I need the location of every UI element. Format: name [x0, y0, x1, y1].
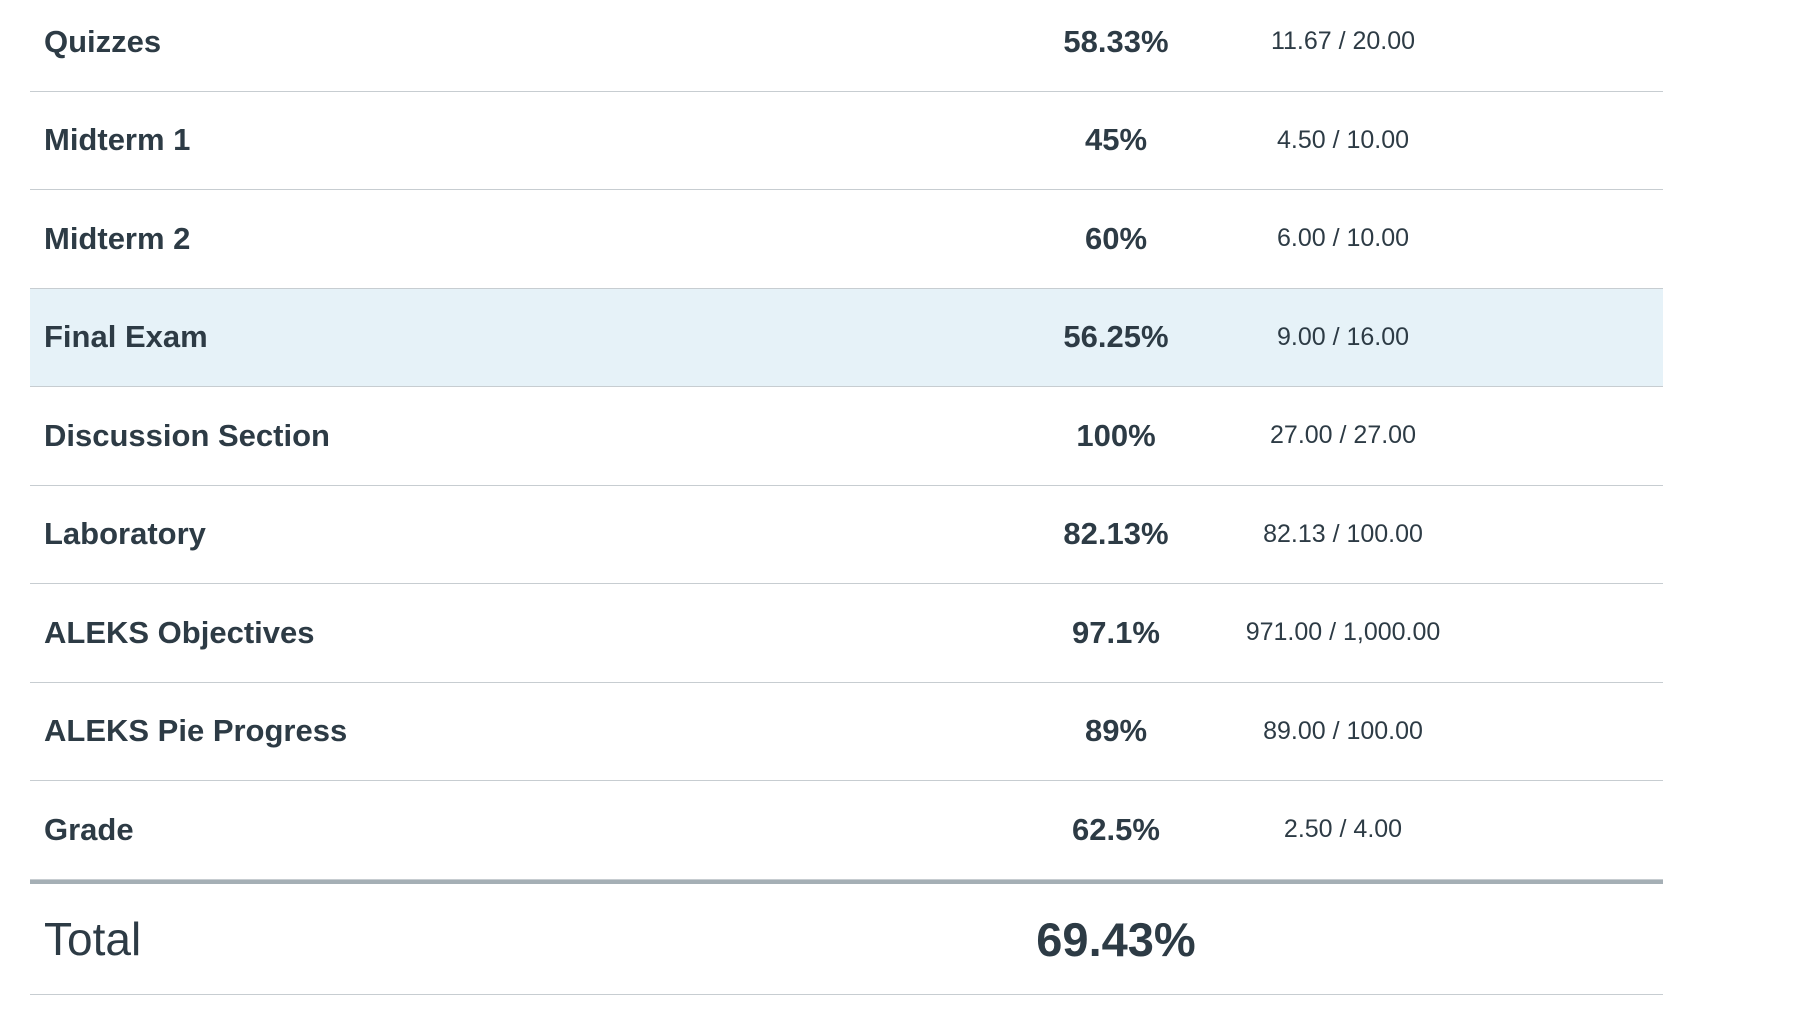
- points: 971.00 / 1,000.00: [1245, 618, 1441, 647]
- grade-row: Midterm 2 60% 6.00 / 10.00: [30, 190, 1663, 289]
- assignment-group: Discussion Section: [44, 417, 330, 453]
- grade-row: Discussion Section 100% 27.00 / 27.00: [30, 387, 1663, 486]
- points: 6.00 / 10.00: [1276, 224, 1410, 253]
- total-label: Total: [44, 913, 142, 965]
- assignment-group: Midterm 1: [44, 122, 191, 158]
- percentage: 97.1%: [1072, 614, 1160, 650]
- assignment-group: ALEKS Pie Progress: [44, 713, 348, 749]
- points: 89.00 / 100.00: [1263, 716, 1423, 745]
- points: 82.13 / 100.00: [1263, 519, 1423, 548]
- percentage: 58.33%: [1063, 23, 1169, 59]
- points: 9.00 / 16.00: [1276, 322, 1410, 351]
- points: 27.00 / 27.00: [1270, 421, 1416, 450]
- grade-row: Grade 62.5% 2.50 / 4.00: [30, 781, 1663, 880]
- assignment-group: ALEKS Objectives: [44, 614, 315, 650]
- percentage: 82.13%: [1063, 516, 1169, 552]
- assignment-group: Final Exam: [44, 319, 208, 355]
- percentage: 89%: [1084, 713, 1148, 749]
- assignment-group: Grade: [44, 811, 134, 847]
- grade-row: Laboratory 82.13% 82.13 / 100.00: [30, 486, 1663, 584]
- assignment-group: Midterm 2: [44, 220, 191, 256]
- assignment-group: Laboratory: [44, 516, 206, 552]
- points: 4.50 / 10.00: [1276, 125, 1410, 154]
- total-value: 69.43%: [1036, 912, 1196, 966]
- total-row: Total 69.43%: [30, 880, 1663, 995]
- percentage: 100%: [1076, 417, 1156, 453]
- grade-row: ALEKS Pie Progress 89% 89.00 / 100.00: [30, 683, 1663, 781]
- percentage: 60%: [1084, 220, 1148, 256]
- percentage: 56.25%: [1063, 319, 1169, 355]
- grade-row: Midterm 1 45% 4.50 / 10.00: [30, 92, 1663, 190]
- grade-row: Quizzes 58.33% 11.67 / 20.00: [30, 0, 1663, 92]
- points: 2.50 / 4.00: [1283, 815, 1403, 844]
- grade-row: ALEKS Objectives 97.1% 971.00 / 1,000.00: [30, 584, 1663, 683]
- assignment-group: Quizzes: [44, 23, 162, 59]
- grade-row: Final Exam 56.25% 9.00 / 16.00: [30, 288, 1663, 387]
- percentage: 45%: [1084, 122, 1148, 158]
- points: 11.67 / 20.00: [1270, 27, 1416, 56]
- percentage: 62.5%: [1072, 811, 1160, 847]
